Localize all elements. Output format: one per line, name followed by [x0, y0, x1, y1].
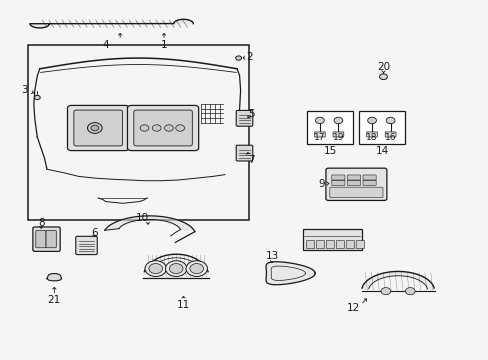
- FancyBboxPatch shape: [329, 187, 382, 198]
- FancyBboxPatch shape: [355, 240, 364, 248]
- FancyBboxPatch shape: [325, 168, 386, 201]
- Text: 6: 6: [91, 228, 98, 238]
- Circle shape: [367, 117, 376, 124]
- FancyBboxPatch shape: [346, 175, 360, 180]
- Circle shape: [149, 264, 162, 274]
- FancyBboxPatch shape: [236, 111, 252, 126]
- Text: 19: 19: [332, 133, 344, 142]
- Circle shape: [164, 125, 173, 131]
- Text: 16: 16: [384, 133, 396, 142]
- FancyBboxPatch shape: [331, 180, 344, 185]
- Text: 10: 10: [135, 213, 148, 223]
- Circle shape: [189, 264, 203, 274]
- Circle shape: [34, 95, 40, 100]
- FancyBboxPatch shape: [331, 175, 344, 180]
- Circle shape: [169, 264, 183, 274]
- FancyBboxPatch shape: [36, 230, 46, 248]
- Circle shape: [165, 261, 186, 276]
- Circle shape: [235, 56, 241, 60]
- FancyBboxPatch shape: [236, 145, 252, 161]
- FancyBboxPatch shape: [76, 236, 97, 255]
- FancyBboxPatch shape: [67, 105, 129, 150]
- FancyBboxPatch shape: [336, 240, 344, 248]
- FancyBboxPatch shape: [134, 110, 192, 146]
- Circle shape: [315, 117, 324, 124]
- Circle shape: [333, 117, 342, 124]
- Circle shape: [386, 117, 394, 124]
- Text: 3: 3: [21, 85, 27, 95]
- Text: 14: 14: [375, 146, 388, 156]
- Circle shape: [379, 74, 386, 80]
- FancyBboxPatch shape: [27, 45, 249, 220]
- FancyBboxPatch shape: [332, 132, 343, 137]
- Polygon shape: [30, 19, 193, 28]
- FancyBboxPatch shape: [306, 240, 314, 248]
- FancyBboxPatch shape: [46, 230, 56, 248]
- Text: 7: 7: [247, 154, 254, 165]
- FancyBboxPatch shape: [303, 229, 361, 250]
- Text: 21: 21: [48, 295, 61, 305]
- Circle shape: [87, 123, 102, 134]
- FancyBboxPatch shape: [385, 132, 395, 137]
- Text: 18: 18: [366, 133, 377, 142]
- Circle shape: [405, 288, 414, 295]
- Circle shape: [145, 261, 166, 276]
- FancyBboxPatch shape: [362, 175, 375, 180]
- Circle shape: [91, 125, 99, 131]
- FancyBboxPatch shape: [346, 180, 360, 185]
- Text: 2: 2: [245, 52, 252, 62]
- Circle shape: [185, 261, 207, 276]
- FancyBboxPatch shape: [127, 105, 198, 150]
- Text: 9: 9: [318, 179, 324, 189]
- FancyBboxPatch shape: [74, 110, 122, 146]
- FancyBboxPatch shape: [33, 227, 60, 251]
- Text: 12: 12: [346, 303, 360, 314]
- FancyBboxPatch shape: [346, 240, 354, 248]
- Polygon shape: [47, 274, 61, 281]
- FancyBboxPatch shape: [362, 180, 375, 185]
- Text: 13: 13: [265, 251, 279, 261]
- Circle shape: [152, 125, 161, 131]
- FancyBboxPatch shape: [325, 240, 334, 248]
- Text: 1: 1: [161, 40, 167, 50]
- FancyBboxPatch shape: [358, 111, 405, 144]
- Text: 5: 5: [247, 109, 254, 119]
- Text: 15: 15: [323, 146, 336, 156]
- Polygon shape: [265, 262, 315, 285]
- FancyBboxPatch shape: [306, 111, 352, 144]
- Text: 4: 4: [102, 40, 109, 50]
- Circle shape: [175, 125, 184, 131]
- FancyBboxPatch shape: [314, 132, 325, 137]
- Circle shape: [380, 288, 390, 295]
- Circle shape: [140, 125, 149, 131]
- Text: 11: 11: [177, 300, 190, 310]
- Text: 17: 17: [313, 133, 325, 142]
- Text: 20: 20: [376, 62, 389, 72]
- FancyBboxPatch shape: [366, 132, 377, 137]
- Text: 8: 8: [38, 218, 44, 228]
- FancyBboxPatch shape: [316, 240, 324, 248]
